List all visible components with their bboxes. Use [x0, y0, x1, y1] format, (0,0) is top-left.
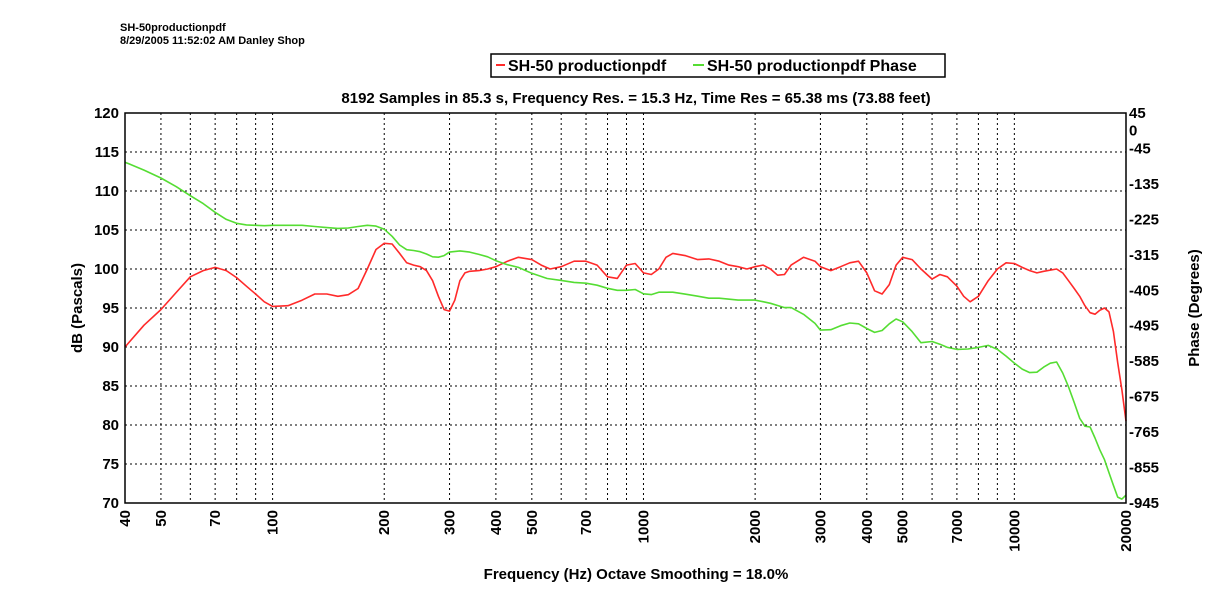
- x-tick-label: 300: [442, 510, 459, 535]
- y2-axis-label: Phase (Degrees): [1186, 249, 1203, 367]
- y-tick-labels: 70 75 80 85 90 95 100 105 110 115 120: [94, 105, 119, 512]
- x-tick-label: 500: [524, 510, 541, 535]
- y2-tick-label: -855: [1129, 460, 1159, 477]
- y-tick-label: 70: [102, 495, 119, 512]
- x-tick-label: 40: [117, 510, 134, 527]
- y-axis-label: dB (Pascals): [69, 263, 86, 353]
- y-tick-label: 120: [94, 105, 119, 122]
- y2-tick-label: -765: [1129, 424, 1159, 441]
- x-tick-label: 10000: [1006, 510, 1023, 552]
- y-tick-label: 80: [102, 417, 119, 434]
- legend-label-phase: SH-50 productionpdf Phase: [707, 58, 917, 75]
- y2-tick-label: -225: [1129, 211, 1159, 228]
- y-tick-label: 90: [102, 339, 119, 356]
- y2-tick-label: -495: [1129, 318, 1159, 335]
- x-tick-label: 3000: [812, 510, 829, 543]
- legend-box: [490, 53, 946, 78]
- y-tick-label: 105: [94, 222, 119, 239]
- y2-tick-label: -405: [1129, 282, 1159, 299]
- y2-tick-label: -315: [1129, 247, 1159, 264]
- y-tick-label: 85: [102, 378, 119, 395]
- y-tick-label: 115: [95, 144, 119, 161]
- series-line-spl: [124, 242, 1127, 422]
- file-name-label: SH-50productionpdf: [120, 22, 226, 34]
- series-layer: [124, 161, 1127, 500]
- x-tick-label: 200: [376, 510, 393, 535]
- chart-title: 8192 Samples in 85.3 s, Frequency Res. =…: [341, 90, 930, 107]
- x-tick-label: 5000: [895, 510, 912, 543]
- y2-tick-label: -45: [1129, 140, 1151, 157]
- x-tick-label: 70: [207, 510, 224, 527]
- legend: SH-50 productionpdf SH-50 productionpdf …: [490, 53, 946, 78]
- y2-tick-label: 0: [1129, 123, 1137, 140]
- y-tick-label: 75: [102, 456, 119, 473]
- y2-tick-label: -135: [1129, 176, 1159, 193]
- x-tick-label: 50: [153, 510, 170, 527]
- x-tick-label: 700: [578, 510, 595, 535]
- x-tick-label: 2000: [747, 510, 764, 543]
- x-tick-label: 7000: [949, 510, 966, 543]
- y2-tick-label: 45: [1129, 105, 1146, 122]
- x-tick-labels: 40 50 70 100 200 300 400 500 700 1000 2000 3000 4000…: [117, 510, 1135, 552]
- legend-label-spl: SH-50 productionpdf: [508, 58, 667, 75]
- grid: [125, 113, 1126, 503]
- x-tick-label: 400: [488, 510, 505, 535]
- x-tick-label: 1000: [636, 510, 653, 543]
- y2-tick-label: -675: [1129, 389, 1159, 406]
- x-tick-label: 20000: [1118, 510, 1135, 552]
- y2-tick-labels: 450-45 -135 -225 -315 -405 -495 -585 -675 -765 -8…: [1129, 105, 1159, 512]
- y-tick-label: 100: [94, 261, 119, 278]
- y2-tick-label: -945: [1129, 495, 1159, 512]
- series-line-phase: [124, 161, 1127, 500]
- x-tick-label: 100: [265, 510, 282, 535]
- y-tick-label: 110: [95, 183, 119, 200]
- x-axis-label: Frequency (Hz) Octave Smoothing = 18.0%: [484, 566, 789, 583]
- x-tick-label: 4000: [859, 510, 876, 543]
- y2-tick-label: -585: [1129, 353, 1159, 370]
- date-time-shop-label: 8/29/2005 11:52:02 AM Danley Shop: [120, 35, 305, 47]
- y-tick-label: 95: [102, 300, 119, 317]
- plot-frame: [124, 112, 1127, 504]
